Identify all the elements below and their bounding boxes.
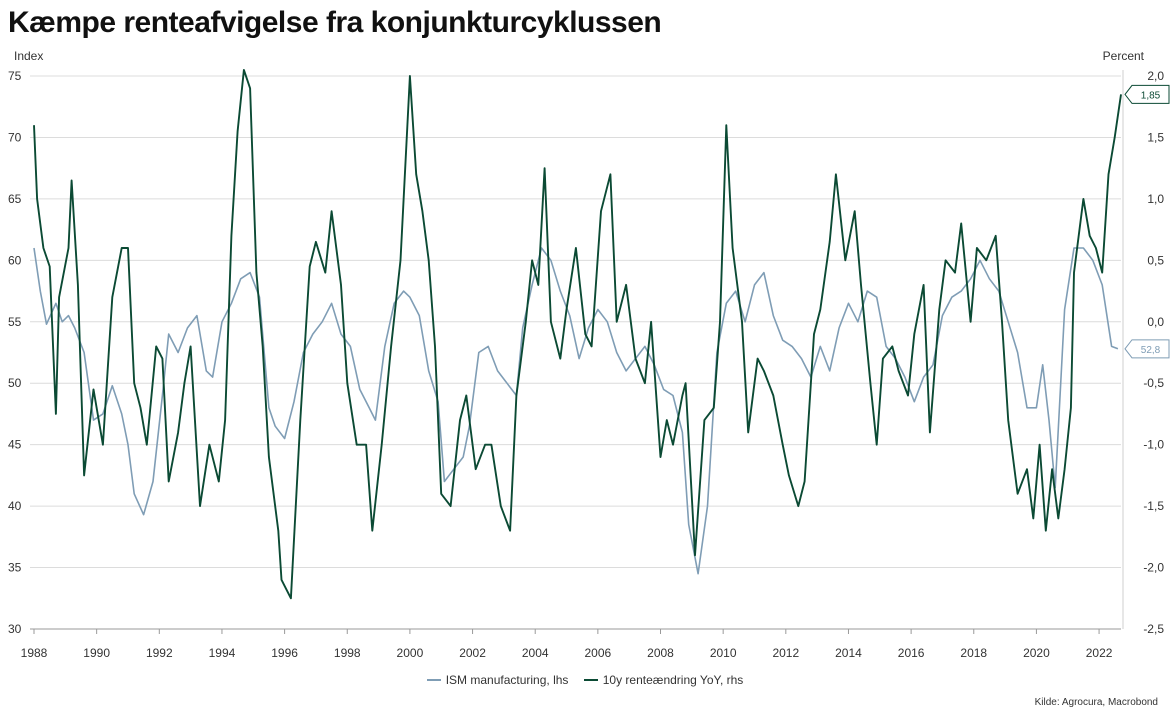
end-label-ism: 52,8 <box>1141 345 1161 356</box>
x-tick-label: 2012 <box>772 646 799 660</box>
x-tick-label: 2010 <box>710 646 737 660</box>
x-tick-label: 1992 <box>146 646 173 660</box>
series-line-ism <box>33 247 1119 575</box>
chart-legend: ISM manufacturing, lhs 10y renteændring … <box>0 673 1170 687</box>
right-tick-label: -2,5 <box>1143 622 1164 636</box>
x-tick-label: 1990 <box>83 646 110 660</box>
x-tick-label: 1998 <box>334 646 361 660</box>
left-tick-label: 65 <box>8 192 22 206</box>
right-axis-label: Percent <box>1102 49 1144 63</box>
left-tick-label: 50 <box>8 376 22 390</box>
x-tick-label: 2020 <box>1023 646 1050 660</box>
left-tick-label: 30 <box>8 622 22 636</box>
x-tick-label: 2004 <box>522 646 549 660</box>
x-tick-label: 2016 <box>898 646 925 660</box>
left-tick-label: 45 <box>8 438 22 452</box>
legend-label-ism: ISM manufacturing, lhs <box>445 673 569 687</box>
end-callout-ism <box>1124 339 1170 359</box>
x-tick-label: 2018 <box>960 646 987 660</box>
x-tick-label: 1994 <box>209 646 236 660</box>
left-tick-label: 55 <box>8 315 22 329</box>
x-tick-label: 1996 <box>271 646 298 660</box>
legend-swatch-ism <box>426 678 441 681</box>
legend-item-rate-change: 10y renteændring YoY, rhs <box>583 673 744 687</box>
right-tick-label: 2,0 <box>1147 69 1164 83</box>
right-tick-label: 0,0 <box>1147 315 1164 329</box>
legend-item-ism: ISM manufacturing, lhs <box>426 673 569 687</box>
left-tick-label: 75 <box>8 69 22 83</box>
right-tick-label: -2,0 <box>1143 561 1164 575</box>
right-tick-label: -1,0 <box>1143 438 1164 452</box>
left-tick-label: 70 <box>8 130 22 144</box>
x-tick-label: 2000 <box>397 646 424 660</box>
left-axis-label: Index <box>14 49 44 63</box>
chart-title: Kæmpe renteafvigelse fra konjunkturcyklu… <box>8 6 662 39</box>
x-tick-label: 2022 <box>1086 646 1113 660</box>
x-tick-label: 1988 <box>21 646 48 660</box>
right-tick-label: 1,5 <box>1147 130 1164 144</box>
legend-label-rate-change: 10y renteændring YoY, rhs <box>602 673 744 687</box>
x-tick-label: 2006 <box>585 646 612 660</box>
source-note: Kilde: Agrocura, Macrobond <box>1034 697 1158 708</box>
right-tick-label: 0,5 <box>1147 253 1164 267</box>
left-tick-label: 40 <box>8 499 22 513</box>
left-tick-label: 35 <box>8 561 22 575</box>
series-line-rate-change <box>33 68 1122 600</box>
x-tick-label: 2014 <box>835 646 862 660</box>
x-tick-label: 2008 <box>647 646 674 660</box>
end-label-rate-change: 1,85 <box>1141 90 1161 101</box>
x-tick-label: 2002 <box>459 646 486 660</box>
right-tick-label: 1,0 <box>1147 192 1164 206</box>
right-tick-label: -0,5 <box>1143 376 1164 390</box>
left-tick-label: 60 <box>8 253 22 267</box>
right-tick-label: -1,5 <box>1143 499 1164 513</box>
end-callout-rate-change <box>1124 84 1170 104</box>
legend-swatch-rate-change <box>583 678 598 681</box>
